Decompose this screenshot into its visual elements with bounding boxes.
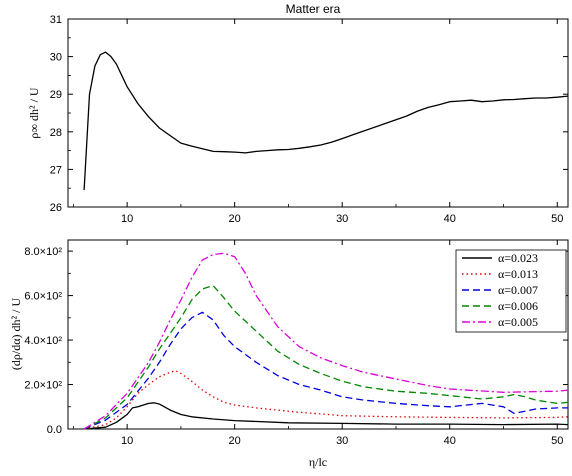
bottom-y-tick-label: 6.0×10² — [24, 291, 62, 303]
legend-label: α=0.005 — [498, 315, 538, 329]
top-y-tick-label: 26 — [50, 202, 62, 214]
top-plot-frame — [67, 18, 569, 208]
top-chart-title: Matter era — [286, 2, 341, 16]
bottom-y-ticks: 0.0 2.0×10² 4.0×10² 6.0×10² 8.0×10² — [24, 246, 568, 436]
top-x-tick-label: 40 — [444, 213, 456, 225]
top-x-tick-label: 50 — [551, 213, 563, 225]
bottom-series-line-2 — [83, 311, 568, 430]
top-x-ticks: 10 20 30 40 50 — [72, 19, 563, 225]
legend-box — [455, 249, 567, 333]
top-y-tick-label: 30 — [50, 52, 62, 64]
top-series-line-0 — [83, 51, 569, 191]
bottom-series-line-3 — [83, 284, 569, 430]
bottom-series-group — [83, 252, 569, 430]
top-x-tick-label: 30 — [336, 213, 348, 225]
bottom-x-axis-label: η/lc — [309, 455, 327, 469]
bottom-series-line-0 — [84, 402, 569, 430]
bottom-y-tick-label: 0.0 — [47, 424, 62, 436]
bottom-panel: 10 20 30 40 50 0.0 2.0×10² 4.0×10² 6.0×10² 8.0×1… — [9, 239, 569, 469]
bottom-x-ticks: 10 20 30 40 50 — [72, 240, 563, 447]
bottom-x-tick-label: 20 — [229, 435, 241, 447]
top-y-tick-label: 28 — [50, 127, 62, 139]
bottom-plot-frame — [67, 239, 569, 430]
bottom-y-axis-label: (dρ/dα) dh² / U — [9, 298, 23, 371]
bottom-series-line-1 — [83, 370, 569, 430]
legend: α=0.023 α=0.013 α=0.007 α=0.006 α=0.005 — [455, 249, 567, 333]
bottom-y-tick-label: 8.0×10² — [24, 246, 62, 258]
bottom-x-tick-label: 10 — [121, 435, 133, 447]
top-y-ticks: 26 27 28 29 30 31 — [50, 14, 568, 214]
top-y-tick-label: 31 — [50, 14, 62, 26]
bottom-x-tick-label: 30 — [336, 435, 348, 447]
bottom-x-tick-label: 40 — [444, 435, 456, 447]
top-x-tick-label: 20 — [229, 213, 241, 225]
bottom-y-tick-label: 2.0×10² — [24, 380, 62, 392]
top-series-group — [83, 51, 569, 191]
legend-label: α=0.007 — [498, 283, 538, 297]
top-panel: Matter era 10 20 30 40 50 26 27 28 29 30 31 ρ∞ dh… — [27, 2, 569, 225]
bottom-x-tick-label: 50 — [551, 435, 563, 447]
legend-label: α=0.013 — [498, 267, 538, 281]
top-y-tick-label: 27 — [50, 164, 62, 176]
legend-label: α=0.023 — [498, 251, 538, 265]
top-x-tick-label: 10 — [121, 213, 133, 225]
legend-label: α=0.006 — [498, 299, 538, 313]
bottom-y-tick-label: 4.0×10² — [24, 335, 62, 347]
legend-items: α=0.023 α=0.013 α=0.007 α=0.006 α=0.005 — [462, 251, 538, 329]
top-y-tick-label: 29 — [50, 89, 62, 101]
bottom-series-line-4 — [83, 252, 569, 430]
top-y-axis-label: ρ∞ dh² / U — [27, 87, 41, 138]
